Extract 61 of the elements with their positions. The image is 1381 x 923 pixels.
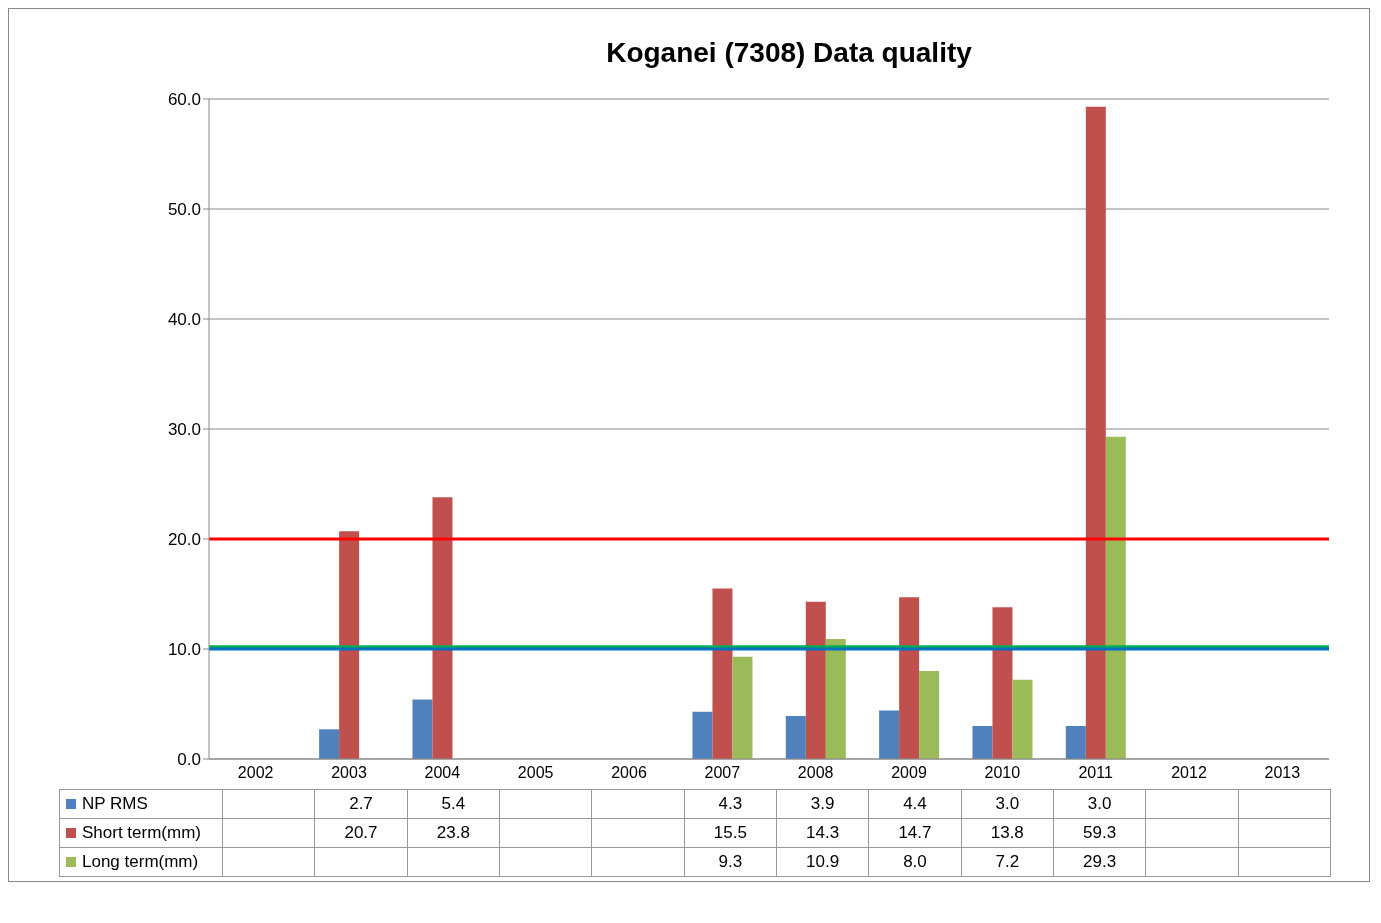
bar — [805, 601, 826, 759]
bar — [732, 656, 753, 759]
bar — [879, 710, 900, 759]
data-label: 4.3 — [684, 789, 777, 819]
x-tick-label: 2004 — [424, 764, 461, 782]
data-label: 14.3 — [776, 818, 869, 848]
bar — [319, 729, 340, 759]
bar — [432, 497, 453, 759]
x-tick-label: 2009 — [891, 764, 927, 782]
x-tick-label: 2008 — [797, 764, 834, 782]
y-tick-label: 20.0 — [167, 530, 201, 550]
y-tick-label: 0.0 — [177, 750, 201, 770]
bar — [339, 531, 360, 759]
data-label: 2.7 — [314, 789, 408, 819]
legend-label: NP RMS — [59, 789, 223, 819]
data-label: 8.0 — [868, 847, 962, 877]
bar — [1105, 436, 1126, 759]
bar — [1065, 726, 1086, 759]
bar — [899, 597, 920, 759]
legend-label: Long term(mm) — [59, 847, 223, 877]
data-label: 10.9 — [776, 847, 869, 877]
x-tick-label: 2005 — [517, 764, 554, 782]
bar — [712, 588, 733, 759]
data-label: 3.0 — [1053, 789, 1146, 819]
bar — [825, 639, 846, 759]
data-label: 7.2 — [961, 847, 1054, 877]
bar — [412, 699, 433, 759]
data-label: 29.3 — [1053, 847, 1146, 877]
legend-label: Short term(mm) — [59, 818, 223, 848]
bar — [972, 726, 993, 759]
data-label: 14.7 — [868, 818, 962, 848]
data-label: 23.8 — [407, 818, 500, 848]
chart-title: Koganei (7308) Data quality — [605, 37, 973, 69]
bar — [992, 607, 1013, 759]
y-tick-label: 50.0 — [167, 200, 201, 220]
data-label: 13.8 — [961, 818, 1054, 848]
bar — [785, 716, 806, 759]
x-tick-label: 2002 — [237, 764, 274, 782]
x-tick-label: 2007 — [704, 764, 741, 782]
data-label: 3.0 — [961, 789, 1054, 819]
x-tick-label: 2006 — [611, 764, 647, 782]
data-label: 4.4 — [868, 789, 962, 819]
x-tick-label: 2012 — [1171, 764, 1207, 782]
x-tick-label: 2013 — [1264, 764, 1301, 782]
x-tick-label: 2011 — [1078, 764, 1113, 782]
bar — [692, 711, 713, 759]
y-tick-label: 30.0 — [167, 420, 201, 440]
data-label: 20.7 — [314, 818, 408, 848]
y-tick-label: 10.0 — [167, 640, 201, 660]
data-label: 59.3 — [1053, 818, 1146, 848]
y-tick-label: 60.0 — [167, 90, 201, 110]
data-label: 9.3 — [684, 847, 777, 877]
bar — [919, 671, 940, 759]
data-label: 15.5 — [684, 818, 777, 848]
y-tick-label: 40.0 — [167, 310, 201, 330]
x-tick-label: 2003 — [331, 764, 367, 782]
bar — [1085, 106, 1106, 759]
x-tick-label: 2010 — [984, 764, 1021, 782]
data-label: 3.9 — [776, 789, 869, 819]
bar — [1012, 679, 1033, 759]
data-label: 5.4 — [407, 789, 500, 819]
